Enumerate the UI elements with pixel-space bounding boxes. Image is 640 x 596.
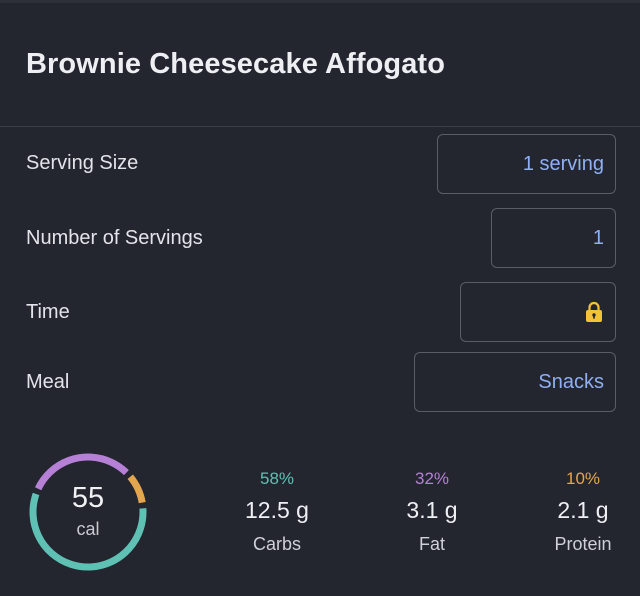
calorie-unit: cal	[76, 519, 100, 539]
meal-field[interactable]: Snacks	[414, 352, 616, 412]
carbs-arc	[29, 453, 147, 571]
divider	[0, 126, 640, 127]
protein-label: Protein	[554, 534, 612, 554]
number-of-servings-label: Number of Servings	[26, 227, 203, 249]
carbs-percent: 58%	[259, 469, 295, 488]
meal-value: Snacks	[538, 370, 604, 393]
fat-percent: 32%	[414, 469, 450, 488]
serving-size-field[interactable]: 1 serving	[437, 134, 616, 194]
fat-amount: 3.1 g	[406, 497, 458, 523]
time-label: Time	[26, 301, 70, 323]
page-title: Brownie Cheesecake Affogato	[26, 48, 446, 80]
meal-label: Meal	[26, 371, 70, 393]
lock-icon	[586, 301, 602, 322]
calorie-ring	[29, 453, 147, 571]
time-field[interactable]	[460, 282, 616, 342]
protein-percent: 10%	[565, 469, 601, 488]
top-edge	[0, 0, 640, 3]
number-of-servings-field[interactable]: 1	[491, 208, 616, 268]
protein-arc	[29, 453, 147, 571]
number-of-servings-value: 1	[592, 226, 604, 249]
carbs-label: Carbs	[252, 534, 301, 554]
serving-size-value: 1 serving	[522, 152, 604, 175]
carbs-amount: 12.5 g	[245, 497, 309, 523]
fat-arc	[29, 453, 147, 571]
calorie-value: 55	[71, 482, 105, 514]
fat-label: Fat	[418, 534, 445, 554]
protein-amount: 2.1 g	[557, 497, 609, 523]
serving-size-label: Serving Size	[26, 152, 139, 174]
